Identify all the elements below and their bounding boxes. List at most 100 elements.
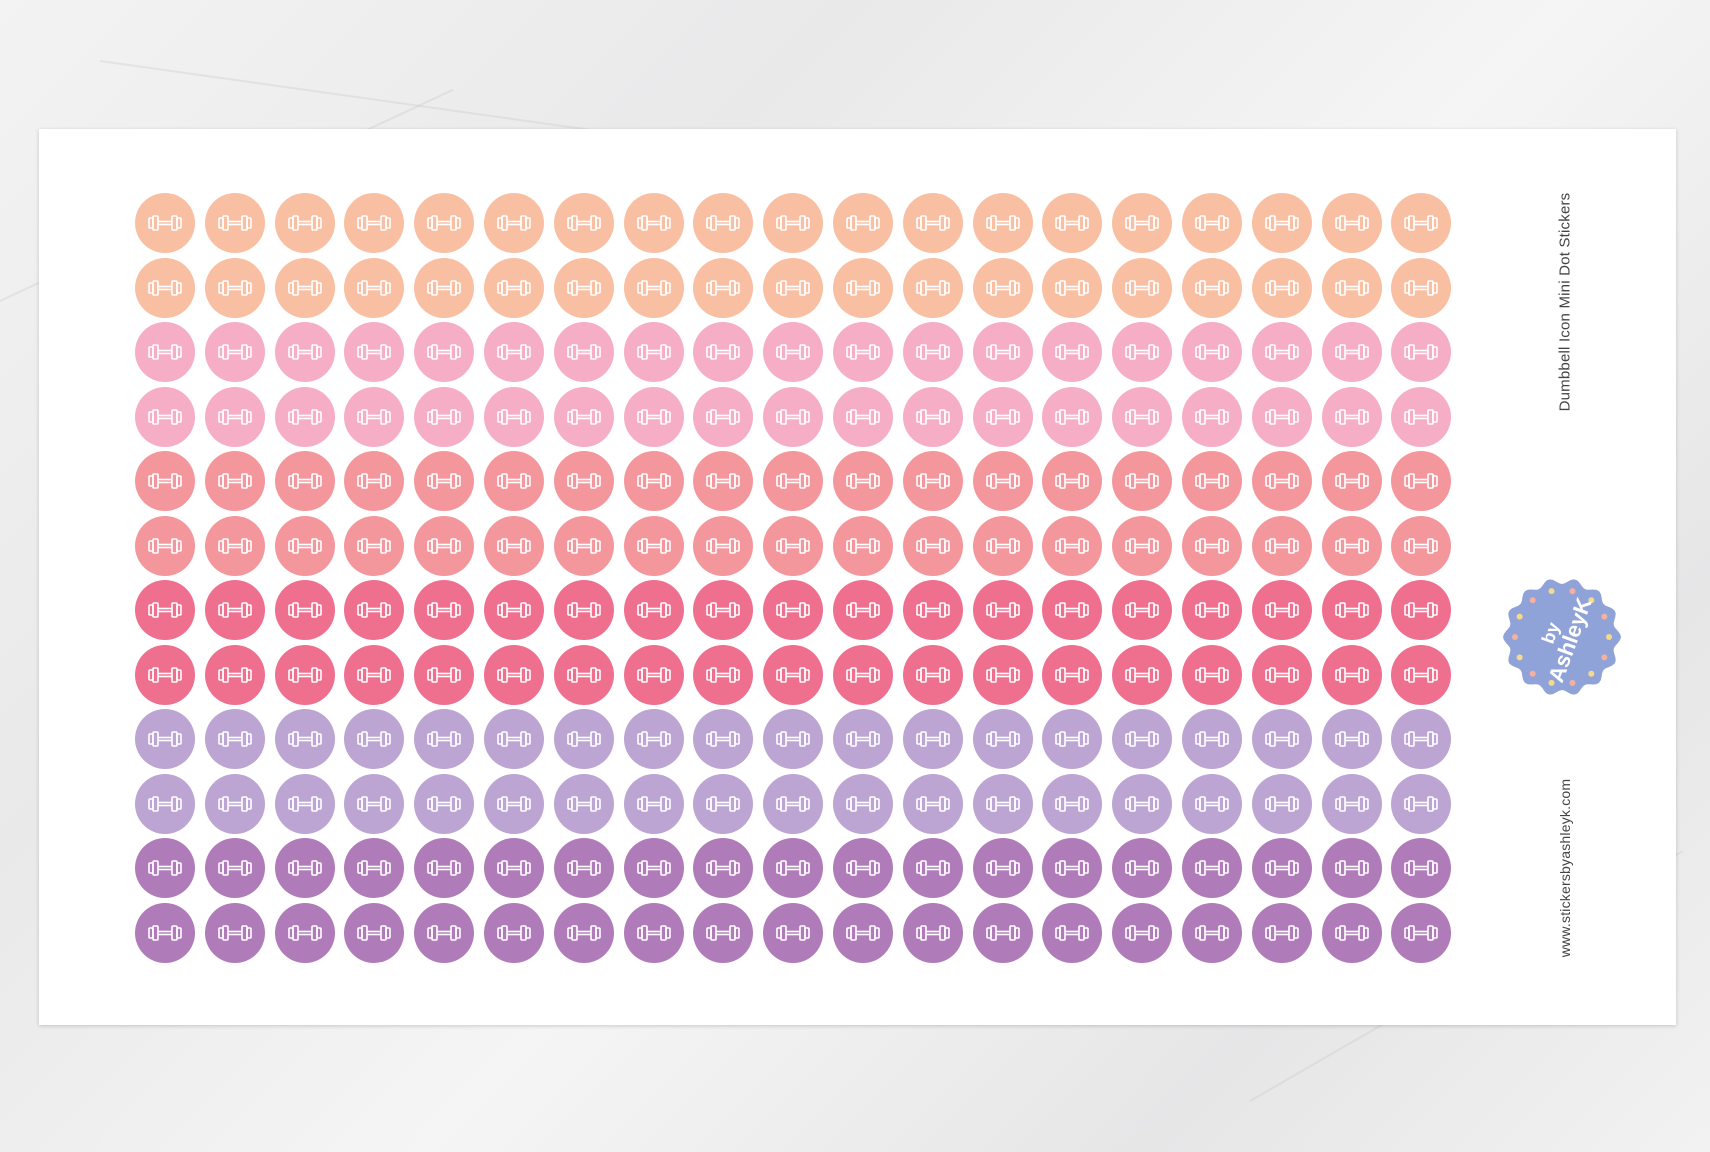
sticker-dot [344, 773, 405, 834]
dumbbell-icon [636, 215, 671, 231]
dumbbell-icon [776, 795, 810, 812]
heart-icon [1569, 679, 1576, 686]
sticker-dot [902, 322, 963, 382]
sticker-dot [972, 257, 1033, 318]
sticker-dot [1112, 451, 1173, 511]
sticker-dot [274, 322, 335, 382]
sticker-dot [693, 902, 754, 963]
sticker-dot [1112, 580, 1173, 640]
sticker-dot [1182, 709, 1242, 769]
dumbbell-icon [1195, 537, 1229, 554]
sticker-dot [553, 515, 614, 576]
dumbbell-icon [357, 408, 392, 425]
sticker-dot [484, 644, 544, 705]
sticker-dot [623, 451, 684, 511]
sticker-dot [833, 644, 893, 705]
sticker-dot [484, 709, 544, 769]
dumbbell-icon [1195, 731, 1229, 747]
sticker-dot [1391, 322, 1452, 382]
heart-icon [1548, 588, 1555, 595]
sticker-dot [1251, 838, 1312, 898]
sticker-dot [484, 451, 544, 511]
dumbbell-icon [915, 860, 950, 876]
dumbbell-icon [148, 666, 182, 683]
dumbbell-icon [985, 344, 1020, 360]
dumbbell-icon [1125, 537, 1159, 554]
sticker-dot [763, 644, 824, 705]
sticker-dot [693, 580, 754, 640]
sticker-dot [344, 709, 405, 769]
dumbbell-icon [497, 795, 531, 812]
dumbbell-icon [497, 473, 531, 489]
sticker-dot [344, 838, 405, 898]
dumbbell-icon [1404, 602, 1439, 618]
sticker-dot [344, 386, 405, 447]
dumbbell-icon [1125, 924, 1159, 941]
sticker-dot [344, 515, 405, 576]
dumbbell-icon [776, 408, 810, 425]
dumbbell-icon [1334, 344, 1369, 360]
sticker-dot [1112, 386, 1173, 447]
dumbbell-icon [287, 473, 322, 489]
sticker-dot [833, 193, 893, 253]
dumbbell-icon [1334, 860, 1369, 876]
dumbbell-icon [566, 215, 601, 231]
sticker-dot [1391, 838, 1452, 898]
dumbbell-icon [148, 731, 182, 747]
sticker-dot [972, 838, 1033, 898]
sticker-dot [344, 193, 405, 253]
dumbbell-icon [357, 795, 392, 812]
sticker-dot [204, 838, 265, 898]
sticker-dot [344, 644, 405, 705]
dumbbell-icon [566, 279, 601, 296]
sticker-dot [204, 451, 265, 511]
sticker-dot [1042, 451, 1103, 511]
heart-icon [1588, 597, 1595, 604]
sticker-dot [972, 773, 1033, 834]
dumbbell-icon [287, 731, 322, 747]
dumbbell-icon [497, 924, 531, 941]
dumbbell-icon [1055, 344, 1090, 360]
sticker-dot [1182, 838, 1242, 898]
sticker-dot [204, 580, 265, 640]
sticker-dot [693, 257, 754, 318]
dumbbell-icon [985, 860, 1020, 876]
dumbbell-icon [497, 537, 531, 554]
dumbbell-icon [427, 344, 461, 360]
sticker-dot [1112, 773, 1173, 834]
dumbbell-icon [706, 279, 741, 296]
dumbbell-icon [985, 731, 1020, 747]
dumbbell-icon [357, 537, 392, 554]
sticker-dot [274, 644, 335, 705]
dumbbell-icon [636, 473, 671, 489]
dumbbell-icon [357, 279, 392, 296]
sticker-dot [484, 773, 544, 834]
dumbbell-icon [217, 860, 252, 876]
dumbbell-icon [1264, 408, 1299, 425]
dumbbell-icon [846, 537, 880, 554]
dumbbell-icon [1055, 537, 1090, 554]
dumbbell-icon [706, 860, 741, 876]
dumbbell-icon [1125, 279, 1159, 296]
sticker-dot [135, 580, 195, 640]
sticker-dot [623, 193, 684, 253]
sticker-dot [344, 257, 405, 318]
sticker-dot [693, 644, 754, 705]
dumbbell-icon [497, 408, 531, 425]
dumbbell-icon [1404, 279, 1439, 296]
dumbbell-icon [497, 602, 531, 618]
dumbbell-icon [497, 666, 531, 683]
sticker-dot [1112, 257, 1173, 318]
dumbbell-icon [1125, 473, 1159, 489]
sticker-dot [414, 515, 475, 576]
dumbbell-icon [846, 408, 880, 425]
dumbbell-icon [287, 602, 322, 618]
dumbbell-icon [287, 408, 322, 425]
dumbbell-icon [1055, 215, 1090, 231]
dumbbell-icon [776, 537, 810, 554]
sticker-dot [1391, 515, 1452, 576]
dumbbell-icon [636, 602, 671, 618]
dumbbell-icon [1055, 795, 1090, 812]
sticker-dot [1321, 193, 1382, 253]
sticker-dot [135, 644, 195, 705]
